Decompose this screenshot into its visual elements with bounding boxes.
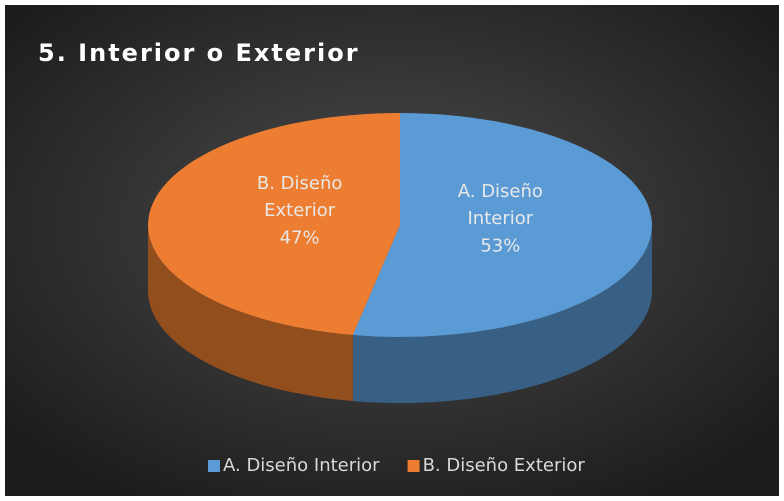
slice-side bbox=[148, 225, 353, 401]
slice bbox=[148, 113, 400, 335]
data-label-category: A. Diseño Interior bbox=[457, 181, 543, 230]
legend-swatch bbox=[208, 460, 220, 472]
legend-swatch bbox=[407, 460, 420, 472]
data-label-category: B. Diseño Exterior bbox=[256, 172, 343, 221]
slice-side bbox=[352, 225, 652, 403]
chart-title: 5. Interior o Exterior bbox=[38, 39, 360, 67]
data-label-value: 53% bbox=[480, 235, 521, 257]
legend-label: A. Diseño Interior bbox=[223, 455, 380, 476]
legend-label: B. Diseño Exterior bbox=[423, 455, 586, 476]
slice bbox=[352, 113, 652, 337]
data-label-value: 47% bbox=[279, 227, 320, 249]
